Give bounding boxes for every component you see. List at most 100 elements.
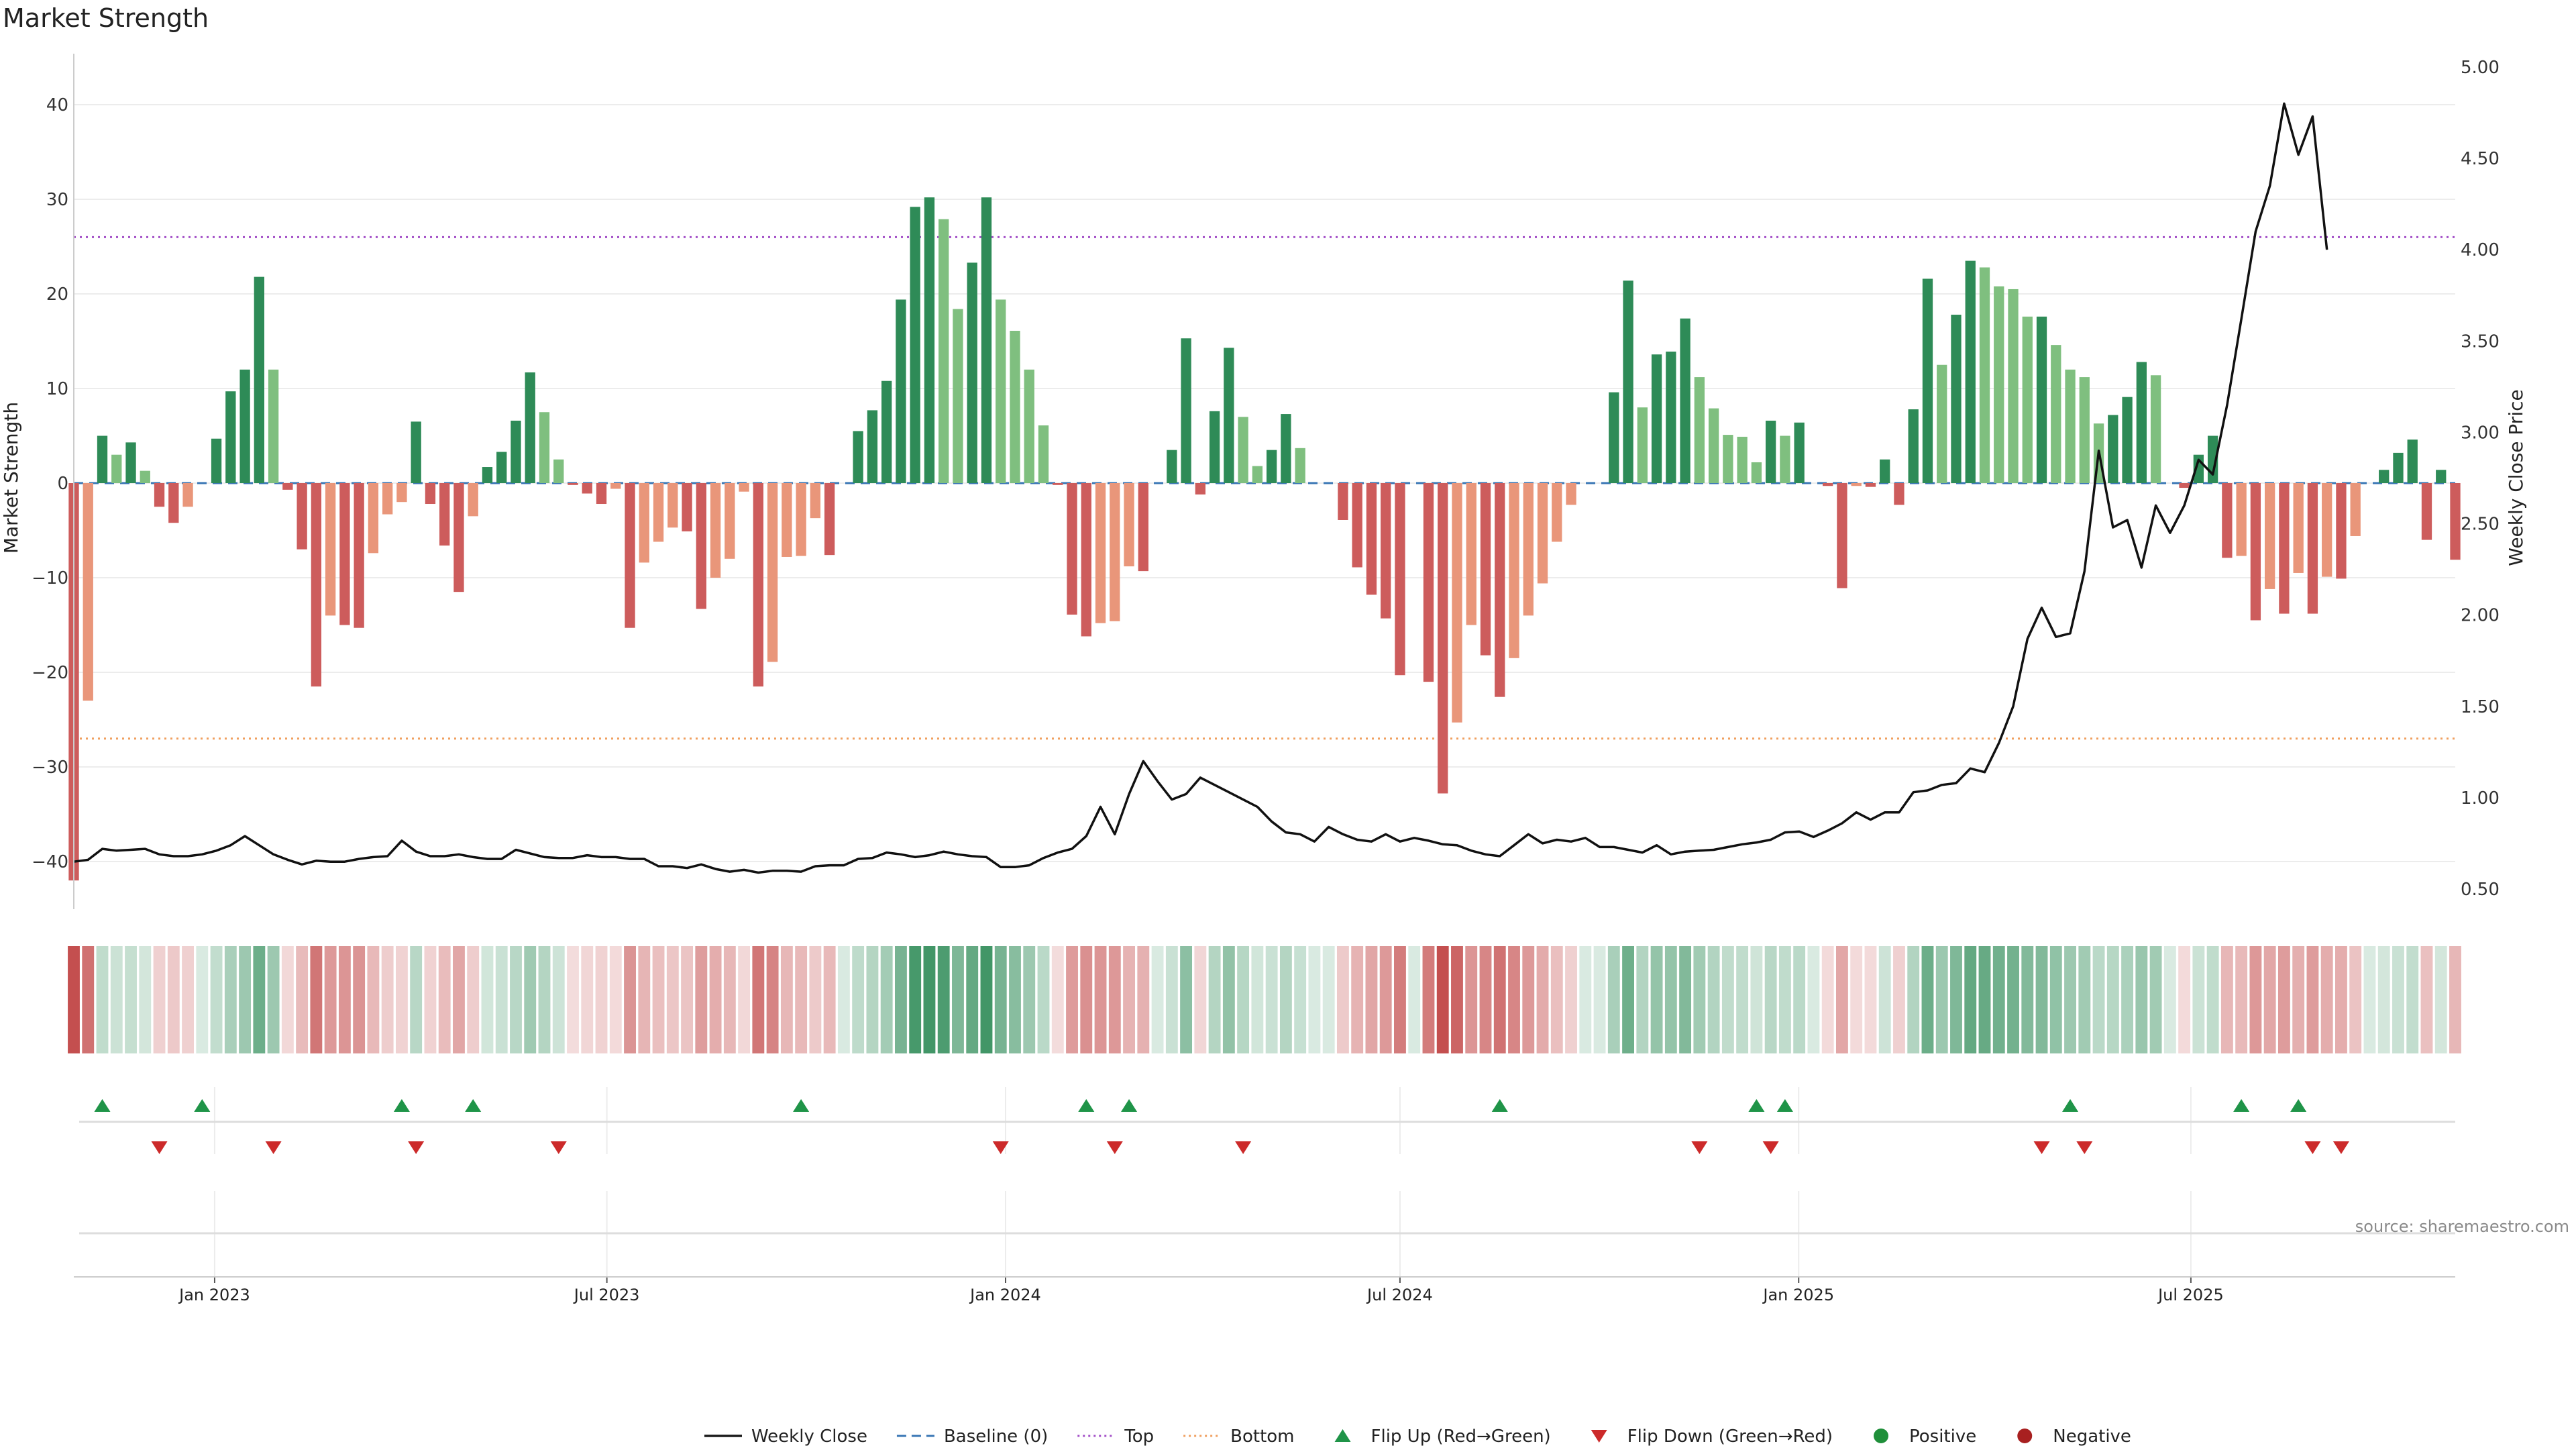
strength-bar — [325, 483, 336, 616]
strength-bar — [1979, 267, 1990, 483]
flip-up-marker — [2233, 1099, 2250, 1112]
heat-cell — [1222, 946, 1235, 1053]
heat-cell — [2306, 946, 2319, 1053]
heat-cell — [1707, 946, 1720, 1053]
strength-bar — [539, 412, 550, 483]
heat-cell — [1379, 946, 1392, 1053]
strength-bar — [967, 262, 977, 483]
heat-cell — [1194, 946, 1207, 1053]
heat-cell — [1394, 946, 1406, 1053]
heat-cell — [1123, 946, 1135, 1053]
strength-bar — [610, 483, 621, 489]
heat-cell — [524, 946, 537, 1053]
heat-cell — [1565, 946, 1577, 1053]
heat-cell — [481, 946, 494, 1053]
heat-cell — [467, 946, 480, 1053]
strength-bar — [1238, 417, 1248, 483]
strength-bar — [1694, 377, 1705, 483]
heat-cell — [453, 946, 465, 1053]
heat-cell — [1636, 946, 1649, 1053]
heat-cell — [125, 946, 137, 1053]
strength-bar — [1609, 392, 1619, 483]
heat-cell — [110, 946, 123, 1053]
strength-bar — [1794, 422, 1805, 483]
strength-bar — [125, 442, 136, 483]
heat-cell — [1978, 946, 1991, 1053]
strength-bar — [1994, 286, 2004, 483]
legend: Weekly Close Baseline (0) Top Bottom Flip Up… — [704, 1427, 2131, 1447]
strength-bar — [1438, 483, 1448, 794]
flip-down-marker — [1691, 1141, 1708, 1154]
y-tick-left: −30 — [32, 758, 68, 778]
strength-bar — [1922, 278, 1933, 483]
heat-cell — [1679, 946, 1692, 1053]
y-tick-right: 4.50 — [2461, 149, 2500, 169]
heat-cell — [681, 946, 693, 1053]
flip-down-marker — [1235, 1141, 1252, 1154]
strength-bar — [425, 483, 436, 505]
strength-bar — [1623, 280, 1633, 483]
heat-cell — [1465, 946, 1478, 1053]
strength-heat-strip — [68, 946, 2461, 1053]
heat-cell — [2292, 946, 2305, 1053]
strength-bar — [2279, 483, 2290, 614]
heat-cell — [2035, 946, 2048, 1053]
y-tick-left: −20 — [32, 663, 68, 683]
heat-cell — [866, 946, 879, 1053]
heat-cell — [695, 946, 708, 1053]
strength-bar — [1894, 483, 1904, 505]
strength-bar — [482, 467, 493, 483]
heat-cell — [1308, 946, 1321, 1053]
legend-swatch — [1334, 1429, 1351, 1442]
heat-cell — [1921, 946, 1934, 1053]
heat-cell — [567, 946, 579, 1053]
heat-cell — [1764, 946, 1777, 1053]
strength-bar — [953, 309, 963, 483]
strength-bar — [824, 483, 835, 556]
legend-item: Negative — [2017, 1427, 2131, 1447]
strength-bar — [2379, 470, 2390, 483]
heat-cell — [1351, 946, 1364, 1053]
y-tick-left: 40 — [46, 95, 68, 115]
strength-bar — [810, 483, 821, 519]
heat-cell — [2349, 946, 2362, 1053]
strength-bar — [382, 483, 393, 515]
strength-bar — [1937, 364, 1947, 483]
flip-up-marker — [465, 1099, 482, 1112]
strength-bar — [938, 219, 949, 483]
flip-up-marker — [2062, 1099, 2079, 1112]
strength-bar — [1495, 483, 1505, 697]
flip-down-marker — [151, 1141, 168, 1154]
strength-bar — [1181, 338, 1191, 483]
strength-bar — [1523, 483, 1534, 616]
heat-cell — [2021, 946, 2034, 1053]
flip-up-marker — [2290, 1099, 2307, 1112]
strength-bar — [2450, 483, 2461, 560]
heat-cell — [1451, 946, 1463, 1053]
heat-cell — [1693, 946, 1706, 1053]
strength-bar — [182, 483, 193, 507]
heat-cell — [1522, 946, 1535, 1053]
legend-label: Flip Up (Red→Green) — [1371, 1427, 1551, 1447]
heat-cell — [495, 946, 508, 1053]
heat-cell — [1650, 946, 1663, 1053]
heat-cell — [1721, 946, 1734, 1053]
strength-bar — [297, 483, 307, 550]
heat-cell — [2007, 946, 2019, 1053]
y-tick-left: −10 — [32, 568, 68, 588]
strength-bar — [625, 483, 635, 628]
strength-bar — [653, 483, 664, 542]
heat-cell — [2320, 946, 2333, 1053]
strength-bar — [981, 197, 992, 483]
strength-bar — [1466, 483, 1477, 625]
heat-cell — [2406, 946, 2419, 1053]
heat-cell — [1037, 946, 1050, 1053]
heat-cell — [2263, 946, 2276, 1053]
heat-cell — [267, 946, 280, 1053]
legend-label: Baseline (0) — [944, 1427, 1048, 1447]
y-tick-left: −40 — [32, 852, 68, 872]
heat-cell — [1336, 946, 1349, 1053]
heat-cell — [2335, 946, 2347, 1053]
heat-cell — [837, 946, 850, 1053]
flip-down-marker — [2033, 1141, 2050, 1154]
